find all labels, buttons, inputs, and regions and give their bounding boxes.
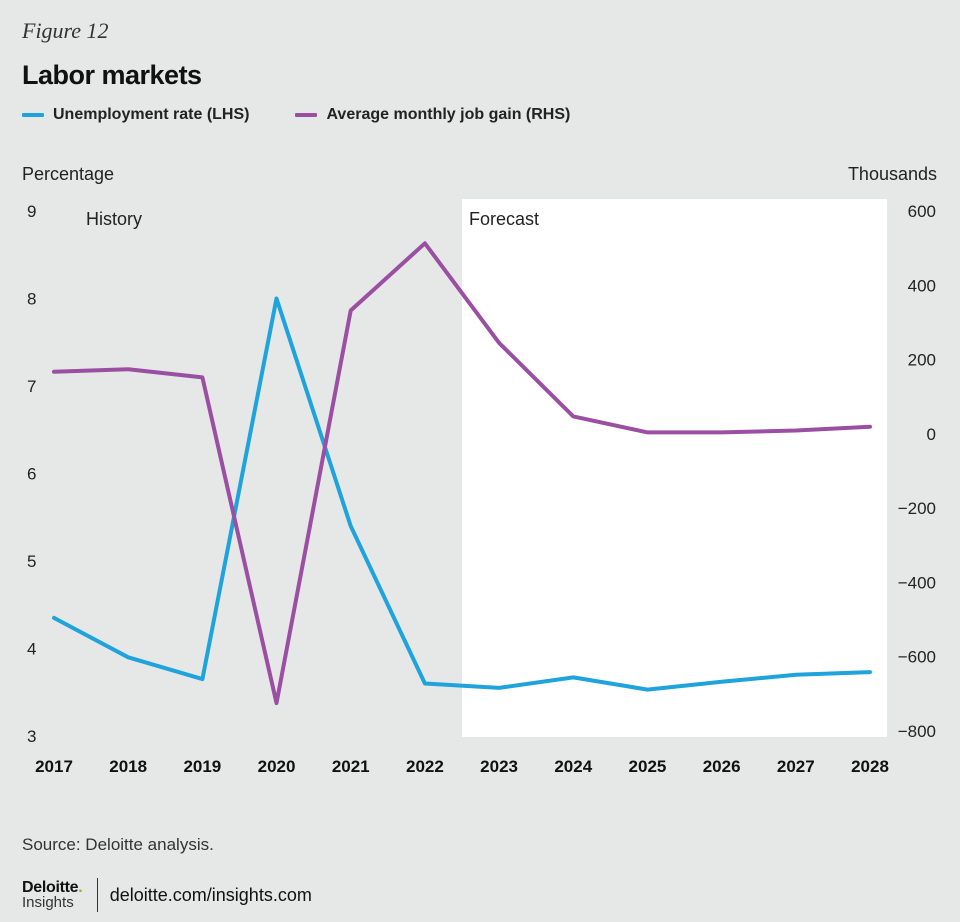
legend: Unemployment rate (LHS) Average monthly … bbox=[22, 106, 570, 124]
legend-swatch-unemployment bbox=[22, 113, 44, 117]
legend-label-job-gain: Average monthly job gain (RHS) bbox=[326, 106, 571, 123]
x-tick-label: 2018 bbox=[109, 757, 147, 776]
forecast-region bbox=[462, 199, 887, 737]
forecast-label: Forecast bbox=[469, 209, 539, 229]
right-tick-label: 200 bbox=[908, 351, 936, 370]
unemployment-rate-line bbox=[52, 296, 872, 692]
left-tick-label: 8 bbox=[27, 290, 36, 309]
right-tick-label: −200 bbox=[898, 499, 936, 518]
footer-divider bbox=[96, 878, 98, 912]
left-tick-label: 5 bbox=[27, 552, 36, 571]
x-tick-label: 2020 bbox=[258, 757, 296, 776]
x-tick-label: 2023 bbox=[480, 757, 518, 776]
legend-label-unemployment: Unemployment rate (LHS) bbox=[53, 106, 250, 123]
left-tick-label: 9 bbox=[27, 202, 36, 221]
source-note: Source: Deloitte analysis. bbox=[22, 835, 214, 854]
x-tick-label: 2022 bbox=[406, 757, 444, 776]
deloitte-insights-logo: Deloitte. Insights bbox=[22, 879, 83, 911]
figure-label: Figure 12 bbox=[22, 18, 109, 43]
right-axis-title: Thousands bbox=[847, 164, 937, 184]
right-tick-label: 0 bbox=[927, 425, 936, 444]
x-tick-label: 2019 bbox=[183, 757, 221, 776]
brand-name: Deloitte bbox=[22, 879, 79, 896]
history-region bbox=[44, 199, 462, 737]
left-tick-label: 3 bbox=[27, 727, 36, 746]
left-tick-label: 6 bbox=[27, 465, 36, 484]
legend-item-job-gain: Average monthly job gain (RHS) bbox=[295, 106, 570, 124]
legend-item-unemployment: Unemployment rate (LHS) bbox=[22, 106, 249, 124]
footer: Deloitte. Insights deloitte.com/insights… bbox=[22, 878, 312, 912]
chart-title: Labor markets bbox=[22, 60, 202, 90]
right-tick-label: −400 bbox=[898, 573, 936, 592]
right-tick-label: −800 bbox=[898, 722, 936, 741]
footer-url[interactable]: deloitte.com/insights.com bbox=[109, 884, 312, 905]
left-tick-label: 7 bbox=[27, 377, 36, 396]
legend-swatch-job-gain bbox=[295, 113, 318, 117]
x-tick-label: 2027 bbox=[777, 757, 815, 776]
left-tick-label: 4 bbox=[27, 640, 36, 659]
x-tick-label: 2026 bbox=[703, 757, 741, 776]
x-tick-label: 2028 bbox=[851, 757, 889, 776]
x-tick-label: 2017 bbox=[35, 757, 73, 776]
right-tick-label: −600 bbox=[898, 648, 936, 667]
job-gain-line bbox=[52, 241, 872, 706]
brand-dot: . bbox=[78, 879, 83, 896]
brand-sub: Insights bbox=[22, 894, 74, 911]
left-axis-title: Percentage bbox=[22, 164, 115, 184]
x-tick-label: 2024 bbox=[554, 757, 592, 776]
history-label: History bbox=[86, 209, 142, 229]
x-tick-label: 2025 bbox=[629, 757, 667, 776]
x-tick-label: 2021 bbox=[332, 757, 370, 776]
right-tick-label: 400 bbox=[908, 276, 936, 295]
right-tick-label: 600 bbox=[908, 202, 936, 221]
